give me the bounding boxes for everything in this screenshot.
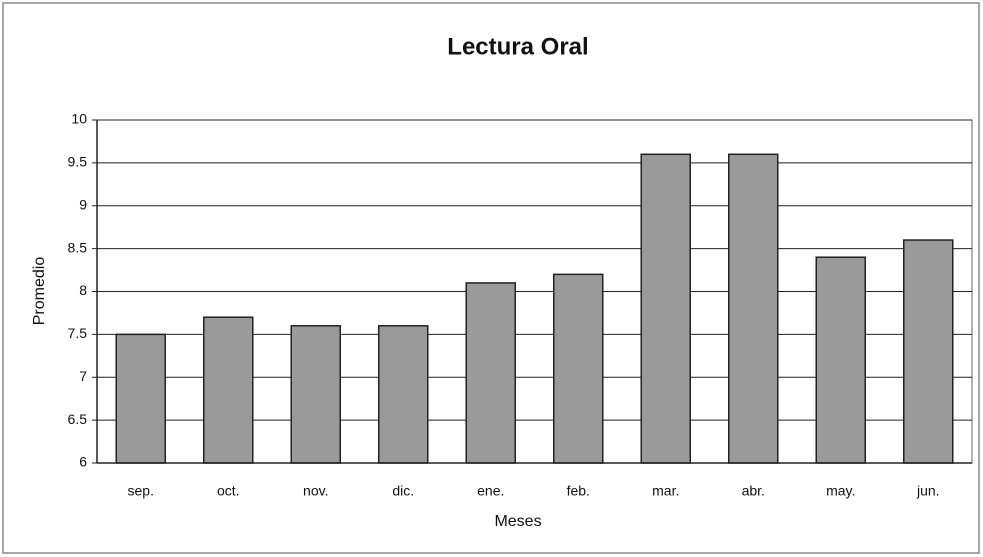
bar xyxy=(815,256,866,464)
bar xyxy=(203,316,254,464)
y-tick-label: 9.5 xyxy=(68,154,88,170)
y-tick-label: 6 xyxy=(79,454,87,470)
bar xyxy=(553,273,604,464)
bar xyxy=(640,153,691,464)
y-tick-label: 8.5 xyxy=(68,239,88,255)
bar xyxy=(465,282,516,464)
y-tick-label: 9 xyxy=(79,196,87,212)
chart-title: Lectura Oral xyxy=(447,33,588,60)
bar xyxy=(290,325,341,464)
bar xyxy=(728,153,779,464)
x-tick-label: jun. xyxy=(916,483,940,499)
y-axis-label: Promedio xyxy=(31,257,48,326)
x-tick-label: may. xyxy=(826,483,855,499)
x-tick-label: nov. xyxy=(303,483,328,499)
x-tick-label: oct. xyxy=(217,483,240,499)
y-tick-label: 8 xyxy=(79,282,87,298)
x-tick-label: ene. xyxy=(477,483,504,499)
y-tick-label: 7.5 xyxy=(68,325,88,341)
x-axis-label: Meses xyxy=(494,513,541,530)
y-tick-label: 10 xyxy=(71,111,87,127)
y-tick-label: 7 xyxy=(79,368,87,384)
x-tick-label: dic. xyxy=(392,483,414,499)
x-tick-label: mar. xyxy=(652,483,679,499)
x-tick-label: feb. xyxy=(567,483,590,499)
x-tick-label: sep. xyxy=(128,483,154,499)
bar xyxy=(903,239,954,464)
bar xyxy=(378,325,429,464)
bar xyxy=(115,333,166,464)
y-tick-label: 6.5 xyxy=(68,411,88,427)
x-tick-label: abr. xyxy=(742,483,765,499)
